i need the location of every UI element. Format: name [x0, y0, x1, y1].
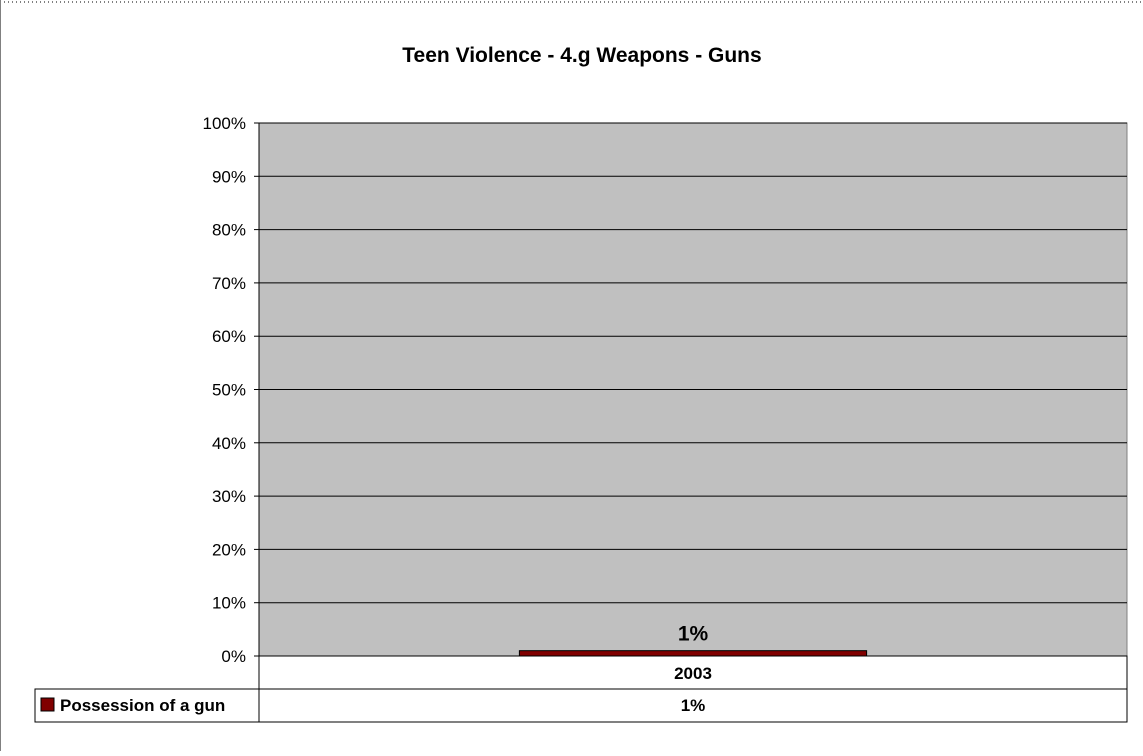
y-tick-label: 40%	[212, 434, 246, 453]
legend-label: Possession of a gun	[60, 696, 225, 715]
bar	[518, 650, 868, 657]
data-table-header-cell	[258, 655, 1128, 690]
y-tick-label: 80%	[212, 221, 246, 240]
y-tick-label: 100%	[203, 114, 246, 133]
plot-area	[258, 122, 1128, 657]
chart-title: Teen Violence - 4.g Weapons - Guns	[402, 44, 761, 67]
y-tick-label: 50%	[212, 381, 246, 400]
y-tick-label: 30%	[212, 487, 246, 506]
y-tick-label: 60%	[212, 327, 246, 346]
y-tick-label: 20%	[212, 540, 246, 559]
data-label: 1%	[678, 623, 709, 646]
y-tick-label: 0%	[221, 647, 246, 666]
data-table: 2003 Possession of a gun 1%	[34, 655, 1128, 723]
y-tick-label: 10%	[212, 594, 246, 613]
data-table-value: 1%	[681, 696, 706, 715]
y-tick-label: 70%	[212, 274, 246, 293]
y-axis: 0% 10% 20% 30% 40% 50% 60% 70% 80% 90% 100%	[203, 114, 260, 666]
data-table-value-cell	[258, 688, 1128, 723]
bars: 1%	[518, 623, 868, 657]
legend-swatch	[40, 697, 55, 712]
x-tick-label: 2003	[674, 664, 712, 683]
y-tick-label: 90%	[212, 167, 246, 186]
